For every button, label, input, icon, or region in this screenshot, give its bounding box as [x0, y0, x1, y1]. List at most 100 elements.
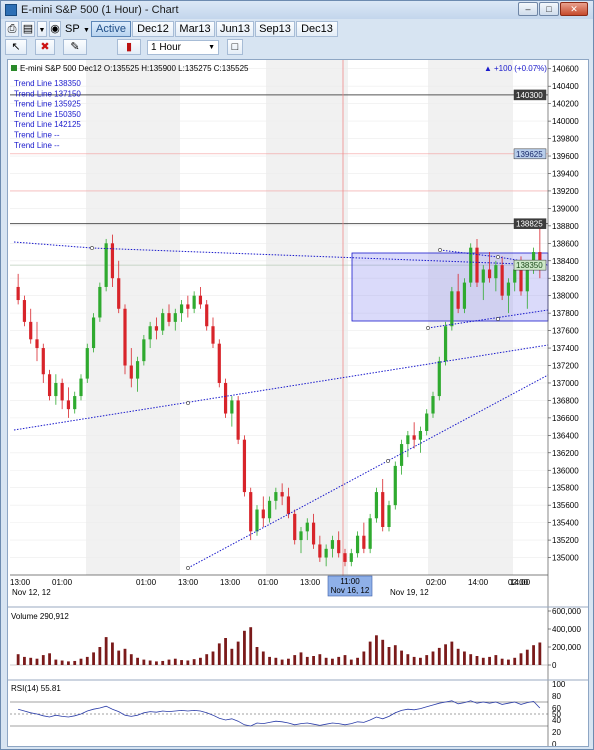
- candle-body[interactable]: [60, 382, 64, 401]
- tab-mar13[interactable]: Mar13: [175, 21, 215, 37]
- candle-body[interactable]: [198, 295, 203, 305]
- trend-line[interactable]: [439, 249, 499, 258]
- tab-jun13[interactable]: Jun13: [216, 21, 254, 37]
- trend-line[interactable]: [427, 309, 549, 329]
- candle-body[interactable]: [355, 535, 360, 554]
- candlesticks[interactable]: [16, 221, 542, 567]
- candle-body[interactable]: [399, 444, 404, 466]
- candle-body[interactable]: [73, 396, 77, 410]
- interval-select[interactable]: 1 Hour ▼: [147, 40, 219, 55]
- trend-lines[interactable]: [13, 241, 549, 570]
- candle-body[interactable]: [249, 492, 253, 532]
- candle-body[interactable]: [173, 313, 177, 322]
- candle-body[interactable]: [41, 348, 45, 375]
- candle-body[interactable]: [22, 300, 27, 322]
- candle-body[interactable]: [418, 430, 423, 440]
- candle-body[interactable]: [406, 435, 410, 445]
- candle-body[interactable]: [293, 513, 297, 541]
- remove-drawings-icon[interactable]: ✖: [35, 39, 55, 55]
- candle-body[interactable]: [305, 522, 309, 532]
- candle-body[interactable]: [236, 400, 240, 440]
- candle-body[interactable]: [311, 522, 316, 545]
- candle-body[interactable]: [230, 400, 234, 414]
- properties-icon[interactable]: □: [227, 39, 243, 55]
- trend-anchor[interactable]: [438, 248, 442, 252]
- candle-body[interactable]: [506, 282, 511, 296]
- candle-body[interactable]: [54, 382, 58, 397]
- trend-anchor[interactable]: [426, 326, 430, 330]
- candle-body[interactable]: [481, 269, 485, 283]
- candle-body[interactable]: [205, 304, 209, 327]
- candle-body[interactable]: [494, 265, 498, 279]
- candle-body[interactable]: [381, 492, 385, 527]
- candle-body[interactable]: [261, 509, 265, 519]
- trend-anchor[interactable]: [186, 401, 190, 405]
- candle-body[interactable]: [223, 382, 228, 414]
- candle-body[interactable]: [337, 540, 341, 554]
- chart-svg[interactable]: 140600 140400 140200 140000 139800 139600 1394…: [8, 60, 588, 746]
- candle-body[interactable]: [387, 505, 391, 527]
- candle-body[interactable]: [349, 553, 353, 562]
- candle-body[interactable]: [98, 286, 102, 318]
- candle-body[interactable]: [531, 252, 536, 266]
- candle-body[interactable]: [161, 313, 165, 331]
- candle-body[interactable]: [135, 361, 140, 379]
- candle-body[interactable]: [16, 286, 20, 301]
- candle-body[interactable]: [393, 465, 397, 506]
- candle-body[interactable]: [85, 348, 89, 379]
- instrument-icon[interactable]: ◉: [49, 21, 61, 37]
- symbol-selector[interactable]: SP: [65, 23, 80, 35]
- candle-body[interactable]: [318, 544, 322, 558]
- candle-body[interactable]: [443, 326, 448, 362]
- candle-body[interactable]: [186, 304, 190, 309]
- candle-body[interactable]: [255, 509, 259, 532]
- trend-anchor[interactable]: [496, 255, 500, 259]
- candle-body[interactable]: [330, 540, 335, 549]
- candle-body[interactable]: [211, 326, 215, 344]
- minimize-button[interactable]: –: [518, 2, 538, 16]
- candle-body[interactable]: [462, 282, 467, 309]
- candle-body[interactable]: [117, 278, 121, 309]
- symbol-dropdown-icon[interactable]: ▼: [83, 27, 90, 34]
- candle-body[interactable]: [456, 291, 460, 309]
- candle-body[interactable]: [412, 435, 416, 440]
- tab-sep13[interactable]: Sep13: [255, 21, 295, 37]
- candle-body[interactable]: [280, 492, 284, 497]
- cursor-icon[interactable]: ↖: [5, 39, 27, 55]
- candle-body[interactable]: [475, 247, 479, 283]
- chart-area[interactable]: 140600 140400 140200 140000 139800 139600 1394…: [7, 59, 589, 747]
- candle-body[interactable]: [469, 247, 473, 283]
- trend-line[interactable]: [13, 344, 549, 431]
- maximize-button[interactable]: □: [539, 2, 559, 16]
- candle-body[interactable]: [525, 265, 529, 292]
- candle-body[interactable]: [192, 295, 196, 309]
- trend-anchor[interactable]: [496, 317, 500, 321]
- candle-body[interactable]: [487, 269, 492, 279]
- candle-body[interactable]: [104, 243, 108, 287]
- candle-body[interactable]: [91, 317, 96, 349]
- drawing-tools-icon[interactable]: ✎: [63, 39, 87, 55]
- candle-body[interactable]: [368, 518, 372, 549]
- candle-body[interactable]: [217, 343, 221, 383]
- candle-body[interactable]: [538, 252, 542, 266]
- candle-body[interactable]: [324, 548, 328, 558]
- candle-body[interactable]: [500, 265, 504, 296]
- print-icon[interactable]: ⎙: [5, 21, 19, 37]
- candle-body[interactable]: [343, 553, 347, 562]
- candle-body[interactable]: [425, 413, 429, 431]
- candle-body[interactable]: [29, 321, 33, 340]
- candle-body[interactable]: [431, 396, 435, 414]
- candle-body[interactable]: [450, 291, 454, 327]
- candle-body[interactable]: [267, 500, 272, 519]
- candle-body[interactable]: [299, 531, 303, 541]
- tab-active[interactable]: Active: [91, 21, 131, 37]
- candle-body[interactable]: [142, 339, 146, 362]
- trend-anchor[interactable]: [386, 459, 390, 463]
- candle-body[interactable]: [123, 308, 127, 366]
- candle-body[interactable]: [66, 400, 71, 410]
- candle-body[interactable]: [513, 269, 517, 283]
- candle-body[interactable]: [519, 269, 523, 292]
- candle-body[interactable]: [129, 365, 133, 379]
- trend-anchor[interactable]: [186, 566, 190, 570]
- title-bar[interactable]: E-mini S&P 500 (1 Hour) - Chart – □ ✕: [1, 1, 593, 19]
